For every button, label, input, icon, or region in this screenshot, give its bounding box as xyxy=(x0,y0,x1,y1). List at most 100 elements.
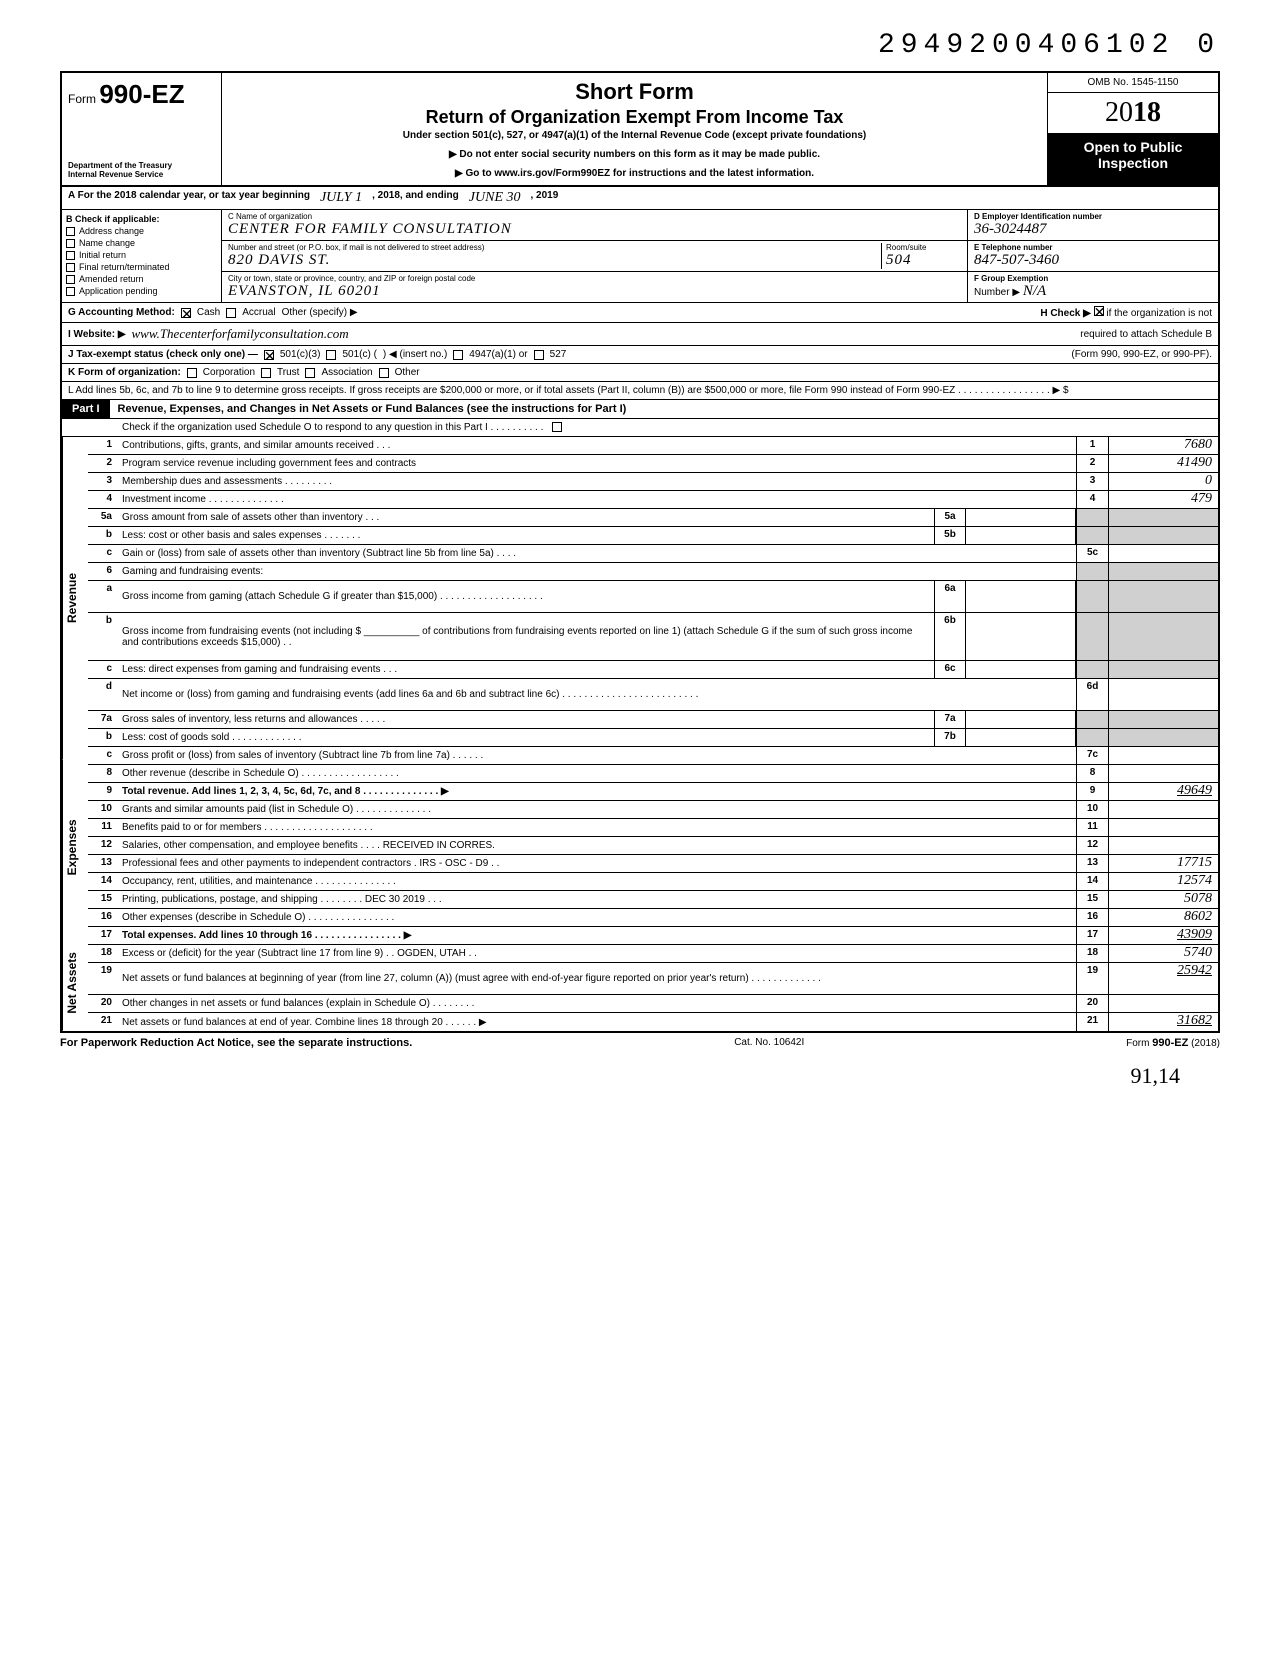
form-header: Form 990-EZ Department of the Treasury I… xyxy=(62,73,1218,187)
side-labels: Revenue Expenses Net Assets xyxy=(62,437,88,1031)
ln7b-num: b xyxy=(88,729,118,746)
lbl-h: H Check ▶ xyxy=(1040,308,1090,319)
ln5a-txt: Gross amount from sale of assets other t… xyxy=(118,509,934,526)
txt-h2: required to attach Schedule B xyxy=(1080,329,1212,340)
lbl-accrual: Accrual xyxy=(242,307,275,318)
part1-tag: Part I xyxy=(62,400,110,418)
form-number: 990-EZ xyxy=(99,79,184,109)
line-6d: dNet income or (loss) from gaming and fu… xyxy=(88,679,1218,711)
ln2-txt: Program service revenue including govern… xyxy=(118,455,1076,472)
line-6b: bGross income from fundraising events (n… xyxy=(88,613,1218,661)
chk-assoc[interactable] xyxy=(305,368,315,378)
ln3-rn: 3 xyxy=(1076,473,1108,490)
treasury-dept: Department of the Treasury Internal Reve… xyxy=(68,161,215,179)
ln21-txt: Net assets or fund balances at end of ye… xyxy=(118,1013,1076,1031)
ln5c-txt: Gain or (loss) from sale of assets other… xyxy=(118,545,1076,562)
lbl-g: G Accounting Method: xyxy=(68,307,175,318)
ln5c-rv xyxy=(1108,545,1218,562)
line-16: 16Other expenses (describe in Schedule O… xyxy=(88,909,1218,927)
chk-4947[interactable] xyxy=(453,350,463,360)
chk-name-change[interactable] xyxy=(66,239,75,248)
ln6b-mn: 6b xyxy=(934,613,966,660)
lbl-initial-return: Initial return xyxy=(79,250,126,260)
ln5b-txt: Less: cost or other basis and sales expe… xyxy=(118,527,934,544)
ln19-txt: Net assets or fund balances at beginning… xyxy=(118,963,1076,994)
part1-title: Revenue, Expenses, and Changes in Net As… xyxy=(110,400,635,418)
ln14-num: 14 xyxy=(88,873,118,890)
cell-city: City or town, state or province, country… xyxy=(222,272,968,302)
lbl-group-num: Number ▶ xyxy=(974,287,1020,298)
lbl-address-change: Address change xyxy=(79,226,144,236)
ln14-rn: 14 xyxy=(1076,873,1108,890)
ln6a-mn: 6a xyxy=(934,581,966,612)
ln6-rn xyxy=(1076,563,1108,580)
chk-pending[interactable] xyxy=(66,287,75,296)
ln6b-num: b xyxy=(88,613,118,660)
val-phone: 847-507-3460 xyxy=(974,252,1212,269)
chk-h[interactable] xyxy=(1094,306,1104,316)
ln1-num: 1 xyxy=(88,437,118,454)
val-website: www.Thecenterforfamilyconsultation.com xyxy=(132,326,349,342)
ln16-txt: Other expenses (describe in Schedule O) … xyxy=(118,909,1076,926)
ln21-rv: 31682 xyxy=(1108,1013,1218,1031)
row-a-end-year: , 2019 xyxy=(531,190,559,206)
footer-cat: Cat. No. 10642I xyxy=(734,1037,804,1049)
txt-l: L Add lines 5b, 6c, and 7b to line 9 to … xyxy=(68,385,1069,396)
ln11-num: 11 xyxy=(88,819,118,836)
ln6c-rv xyxy=(1108,661,1218,678)
info-block: B Check if applicable: Address change Na… xyxy=(62,210,1218,303)
ln6-num: 6 xyxy=(88,563,118,580)
chk-501c[interactable] xyxy=(326,350,336,360)
lbl-room: Room/suite xyxy=(886,243,961,252)
chk-trust[interactable] xyxy=(261,368,271,378)
ln5b-num: b xyxy=(88,527,118,544)
header-left: Form 990-EZ Department of the Treasury I… xyxy=(62,73,222,185)
ln1-rn: 1 xyxy=(1076,437,1108,454)
ln2-rn: 2 xyxy=(1076,455,1108,472)
chk-corp[interactable] xyxy=(187,368,197,378)
title-short-form: Short Form xyxy=(232,79,1037,105)
chk-501c3[interactable] xyxy=(264,350,274,360)
ln10-rn: 10 xyxy=(1076,801,1108,818)
row-a-mid: , 2018, and ending xyxy=(372,190,459,206)
lbl-phone: E Telephone number xyxy=(974,243,1212,252)
chk-527[interactable] xyxy=(534,350,544,360)
ln4-rv: 479 xyxy=(1108,491,1218,508)
chk-accrual[interactable] xyxy=(226,308,236,318)
cell-group-exemption: F Group Exemption Number ▶ N/A xyxy=(968,272,1218,302)
chk-amended[interactable] xyxy=(66,275,75,284)
ln15-txt: Printing, publications, postage, and shi… xyxy=(118,891,1076,908)
open-line1: Open to Public xyxy=(1050,139,1216,155)
form-prefix: Form xyxy=(68,92,96,106)
chk-address-change[interactable] xyxy=(66,227,75,236)
lbl-final-return: Final return/terminated xyxy=(79,262,170,272)
row-a-label: A For the 2018 calendar year, or tax yea… xyxy=(68,190,310,206)
lbl-corp: Corporation xyxy=(203,367,255,378)
line-19: 19Net assets or fund balances at beginni… xyxy=(88,963,1218,995)
chk-initial-return[interactable] xyxy=(66,251,75,260)
line-6: 6Gaming and fundraising events: xyxy=(88,563,1218,581)
cell-org-name: C Name of organization CENTER FOR FAMILY… xyxy=(222,210,968,240)
ln5b-mn: 5b xyxy=(934,527,966,544)
chk-final-return[interactable] xyxy=(66,263,75,272)
ln4-num: 4 xyxy=(88,491,118,508)
ln6a-mv xyxy=(966,581,1076,612)
line-5a: 5aGross amount from sale of assets other… xyxy=(88,509,1218,527)
chk-cash[interactable] xyxy=(181,308,191,318)
line-18: 18Excess or (deficit) for the year (Subt… xyxy=(88,945,1218,963)
ln7a-num: 7a xyxy=(88,711,118,728)
chk-other-org[interactable] xyxy=(379,368,389,378)
col-b-head: B Check if applicable: xyxy=(66,214,160,224)
val-org-name: CENTER FOR FAMILY CONSULTATION xyxy=(228,221,961,238)
ln7a-rv xyxy=(1108,711,1218,728)
ln7c-rv xyxy=(1108,747,1218,764)
ln20-rn: 20 xyxy=(1076,995,1108,1012)
footer-right: Form Form 990-EZ (2018)990-EZ (2018) xyxy=(1126,1037,1220,1049)
year-begin: JULY 1 xyxy=(320,190,362,206)
ln13-rv: 17715 xyxy=(1108,855,1218,872)
ln13-txt: Professional fees and other payments to … xyxy=(118,855,1076,872)
chk-schedule-o[interactable] xyxy=(552,422,562,432)
header-center: Short Form Return of Organization Exempt… xyxy=(222,73,1048,185)
ln6-txt: Gaming and fundraising events: xyxy=(118,563,1076,580)
lbl-4947: 4947(a)(1) or xyxy=(469,349,527,360)
